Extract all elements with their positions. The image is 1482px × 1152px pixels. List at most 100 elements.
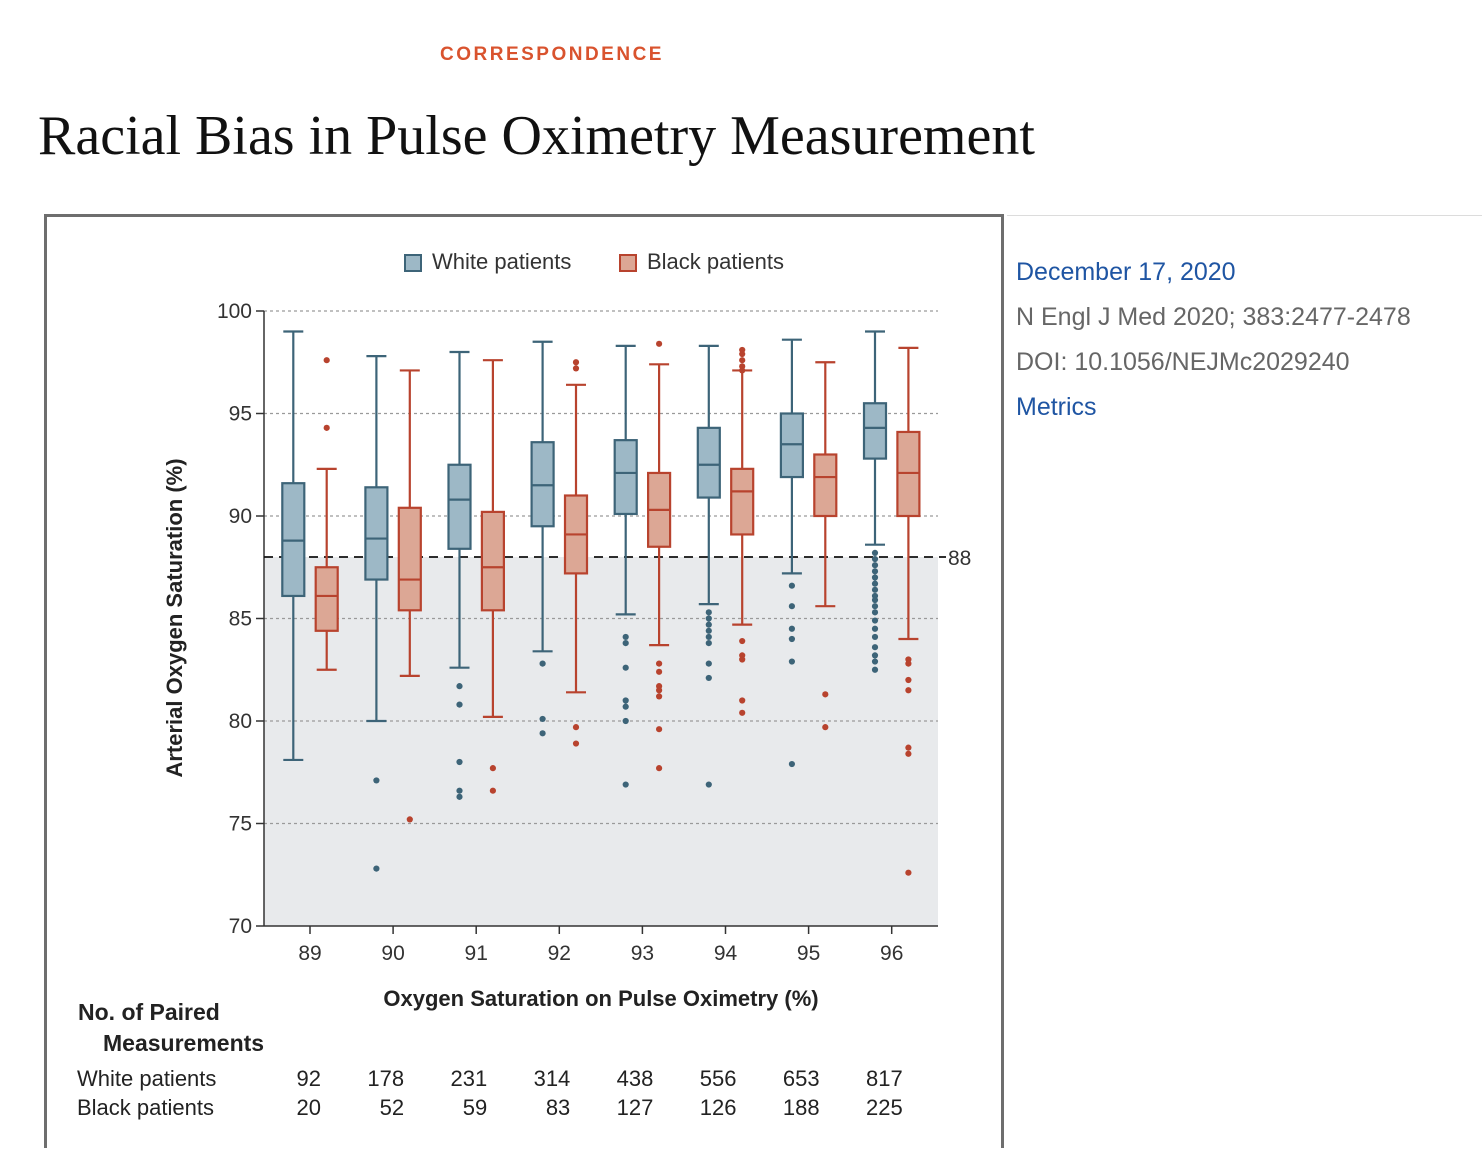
outlier-point-white	[456, 683, 463, 690]
outlier-point-black	[905, 676, 912, 684]
outlier-point-black	[572, 365, 580, 372]
outlier-point-black	[656, 660, 663, 667]
count-white: 178	[367, 1066, 405, 1091]
outlier-point-black	[905, 750, 912, 757]
y-tick-label: 75	[229, 813, 252, 836]
outlier-point-white	[871, 652, 879, 659]
x-tick-label: 93	[631, 942, 654, 965]
outlier-point-white	[622, 781, 629, 788]
counts-header: No. of Paired Measurements	[78, 997, 264, 1059]
box-black	[397, 506, 422, 612]
outlier-point-white	[871, 617, 879, 624]
figure-frame	[44, 214, 1004, 1148]
outlier-point-white	[456, 758, 463, 766]
outlier-point-black	[489, 765, 496, 772]
outlier-point-white	[705, 640, 712, 647]
box-white	[862, 402, 888, 460]
outlier-point-black	[822, 724, 829, 731]
outlier-point-white	[705, 674, 712, 682]
x-tick-label: 95	[797, 942, 820, 965]
x-tick-label: 92	[548, 942, 571, 965]
outlier-point-white	[622, 664, 629, 671]
outlier-point-black	[905, 869, 912, 876]
count-white: 653	[782, 1066, 820, 1091]
outlier-point-white	[622, 717, 629, 725]
outlier-point-white	[622, 703, 629, 710]
outlier-point-white	[871, 586, 879, 593]
outlier-point-black	[572, 740, 580, 747]
outlier-point-black	[739, 367, 746, 374]
outlier-point-white	[871, 644, 879, 651]
y-tick-label: 85	[229, 608, 252, 631]
outlier-point-white	[871, 562, 879, 569]
outlier-point-white	[871, 666, 879, 673]
outlier-point-white	[705, 615, 712, 622]
outlier-point-black	[739, 637, 746, 645]
outlier-point-black	[739, 697, 746, 704]
counts-row-label-white: White patients	[77, 1066, 217, 1091]
outlier-point-white	[705, 621, 712, 628]
box-white	[696, 426, 721, 499]
count-white: 231	[450, 1066, 488, 1091]
outlier-point-black	[905, 687, 912, 694]
publication-date: December 17, 2020	[1016, 258, 1236, 286]
x-tick-label: 91	[465, 942, 488, 965]
count-white: 438	[616, 1066, 654, 1091]
count-black: 225	[865, 1095, 903, 1120]
doi: DOI: 10.1056/NEJMc2029240	[1016, 348, 1350, 376]
outlier-point-white	[788, 625, 796, 632]
count-white: 314	[533, 1066, 571, 1091]
legend-swatch-white	[404, 254, 422, 272]
outlier-point-white	[788, 635, 796, 643]
outlier-point-white	[539, 715, 546, 723]
outlier-point-black	[656, 668, 663, 675]
outlier-point-white	[788, 582, 796, 589]
outlier-point-white	[871, 574, 879, 581]
outlier-point-white	[871, 549, 879, 557]
count-black: 126	[699, 1095, 737, 1120]
outlier-point-black	[656, 765, 663, 772]
outlier-point-black	[572, 724, 580, 731]
metrics-link[interactable]: Metrics	[1016, 393, 1097, 421]
outlier-point-black	[739, 350, 746, 358]
outlier-point-black	[739, 709, 746, 716]
shaded-region	[264, 557, 938, 926]
outlier-point-white	[539, 660, 546, 667]
outlier-point-white	[871, 625, 879, 632]
y-tick-label: 100	[217, 300, 252, 323]
box-black	[730, 467, 755, 536]
box-white	[447, 463, 472, 550]
legend-label-white: White patients	[432, 249, 572, 274]
outlier-point-white	[705, 781, 712, 788]
x-tick-label: 89	[298, 942, 321, 965]
y-tick-label: 95	[229, 403, 252, 426]
counts-header-line1: No. of Paired	[78, 999, 220, 1025]
y-tick-label: 80	[229, 710, 252, 733]
y-tick-label: 90	[229, 505, 252, 528]
outlier-point-white	[456, 787, 463, 794]
outlier-point-white	[622, 697, 629, 704]
outlier-point-white	[456, 701, 463, 708]
counts-header-line2: Measurements	[103, 1030, 265, 1056]
legend-label-black: Black patients	[647, 249, 784, 274]
y-axis-title: Arterial Oxygen Saturation (%)	[162, 458, 187, 777]
legend-black: Black patients	[619, 249, 784, 275]
citation: N Engl J Med 2020; 383:2477-2478	[1016, 303, 1411, 331]
outlier-point-black	[406, 816, 413, 823]
count-black: 52	[379, 1095, 405, 1120]
outlier-point-white	[871, 596, 879, 604]
outlier-point-white	[871, 633, 879, 641]
count-black: 59	[462, 1095, 488, 1120]
box-black	[813, 453, 838, 518]
outlier-point-white	[871, 658, 879, 665]
outlier-point-white	[871, 580, 879, 587]
outlier-point-white	[705, 627, 712, 634]
box-black	[480, 510, 505, 612]
x-tick-label: 96	[880, 942, 903, 965]
count-white: 92	[296, 1066, 321, 1091]
outlier-point-black	[905, 744, 912, 751]
outlier-point-white	[871, 555, 879, 563]
outlier-point-black	[822, 691, 829, 698]
outlier-point-white	[788, 760, 796, 768]
